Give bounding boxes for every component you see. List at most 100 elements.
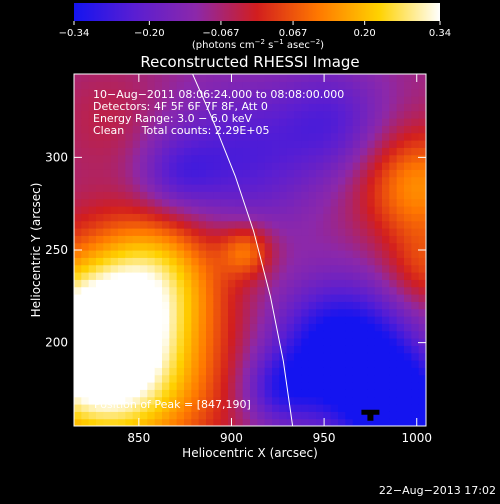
heatmap-cell: [228, 162, 236, 170]
heatmap-cell: [176, 418, 185, 426]
heatmap-cell: [110, 308, 119, 317]
heatmap-cell: [367, 110, 376, 119]
heatmap-cell: [418, 382, 426, 390]
heatmap-cell: [411, 308, 420, 317]
x-tick-label: 850: [127, 431, 150, 445]
heatmap-cell: [279, 418, 288, 426]
heatmap-cell: [345, 220, 354, 229]
heatmap-cell: [338, 96, 346, 104]
heatmap-cell: [323, 140, 332, 148]
heatmap-cell: [404, 242, 412, 251]
heatmap-cell: [118, 352, 126, 361]
heatmap-cell: [323, 206, 332, 214]
heatmap-cell: [264, 235, 273, 244]
heatmap-cell: [162, 103, 170, 112]
heatmap-cell: [396, 404, 405, 412]
heatmap-cell: [272, 191, 280, 200]
heatmap-cell: [206, 323, 214, 332]
heatmap-cell: [191, 228, 200, 236]
heatmap-cell: [250, 404, 258, 412]
heatmap-cell: [184, 110, 192, 119]
heatmap-cell: [323, 169, 332, 178]
heatmap-cell: [235, 235, 244, 244]
heatmap-cell: [308, 132, 317, 141]
heatmap-cell: [125, 330, 134, 339]
heatmap-cell: [323, 338, 332, 346]
heatmap-cell: [176, 184, 185, 192]
heatmap-cell: [198, 125, 207, 134]
heatmap-cell: [118, 147, 126, 156]
heatmap-cell: [206, 396, 214, 405]
heatmap-cell: [367, 103, 376, 112]
heatmap-cell: [147, 404, 156, 412]
heatmap-cell: [74, 169, 82, 178]
heatmap-cell: [198, 140, 207, 148]
heatmap-cell: [301, 294, 310, 302]
heatmap-cell: [169, 389, 178, 398]
heatmap-cell: [96, 198, 104, 207]
heatmap-cell: [418, 316, 426, 324]
heatmap-cell: [147, 235, 156, 244]
heatmap-cell: [308, 140, 317, 148]
heatmap-cell: [191, 110, 200, 119]
heatmap-cell: [396, 228, 405, 236]
heatmap-cell: [110, 176, 119, 185]
heatmap-cell: [411, 103, 420, 112]
heatmap-cell: [418, 103, 426, 112]
heatmap-cell: [228, 103, 236, 112]
heatmap-cell: [184, 132, 192, 141]
heatmap-cell: [411, 242, 420, 251]
heatmap-cell: [264, 154, 273, 163]
heatmap-cell: [418, 88, 426, 97]
heatmap-cell: [118, 81, 126, 90]
heatmap-cell: [228, 132, 236, 141]
heatmap-cell: [264, 323, 273, 332]
heatmap-cell: [404, 411, 412, 420]
heatmap-cell: [330, 147, 339, 156]
heatmap-cell: [411, 88, 420, 97]
heatmap-cell: [169, 418, 178, 426]
heatmap-cell: [125, 235, 134, 244]
heatmap-cell: [81, 279, 90, 288]
heatmap-cell: [250, 345, 258, 354]
heatmap-cell: [404, 206, 412, 214]
heatmap-cell: [316, 374, 324, 383]
heatmap-cell: [242, 220, 251, 229]
heatmap-cell: [198, 382, 207, 390]
heatmap-cell: [74, 382, 82, 390]
heatmap-cell: [162, 396, 170, 405]
heatmap-cell: [316, 184, 324, 192]
heatmap-cell: [389, 264, 398, 273]
heatmap-cell: [162, 257, 170, 266]
heatmap-cell: [294, 118, 302, 126]
heatmap-cell: [374, 308, 383, 317]
heatmap-cell: [132, 220, 141, 229]
heatmap-cell: [176, 374, 185, 383]
heatmap-cell: [228, 169, 236, 178]
heatmap-cell: [360, 140, 368, 148]
heatmap-cell: [74, 184, 82, 192]
heatmap-cell: [88, 367, 97, 376]
heatmap-cell: [352, 286, 361, 295]
heatmap-cell: [338, 228, 346, 236]
heatmap-cell: [213, 147, 222, 156]
heatmap-cell: [338, 264, 346, 273]
heatmap-cell: [308, 198, 317, 207]
heatmap-cell: [125, 404, 134, 412]
heatmap-cell: [96, 162, 104, 170]
heatmap-cell: [264, 316, 273, 324]
heatmap-cell: [74, 279, 82, 288]
heatmap-cell: [242, 176, 251, 185]
heatmap-cell: [294, 169, 302, 178]
heatmap-cell: [250, 279, 258, 288]
heatmap-cell: [169, 338, 178, 346]
heatmap-cell: [330, 96, 339, 104]
heatmap-cell: [96, 272, 104, 280]
heatmap-cell: [396, 308, 405, 317]
heatmap-cell: [250, 308, 258, 317]
heatmap-cell: [374, 330, 383, 339]
heatmap-cell: [110, 228, 119, 236]
heatmap-cell: [110, 301, 119, 310]
heatmap-cell: [279, 213, 288, 222]
